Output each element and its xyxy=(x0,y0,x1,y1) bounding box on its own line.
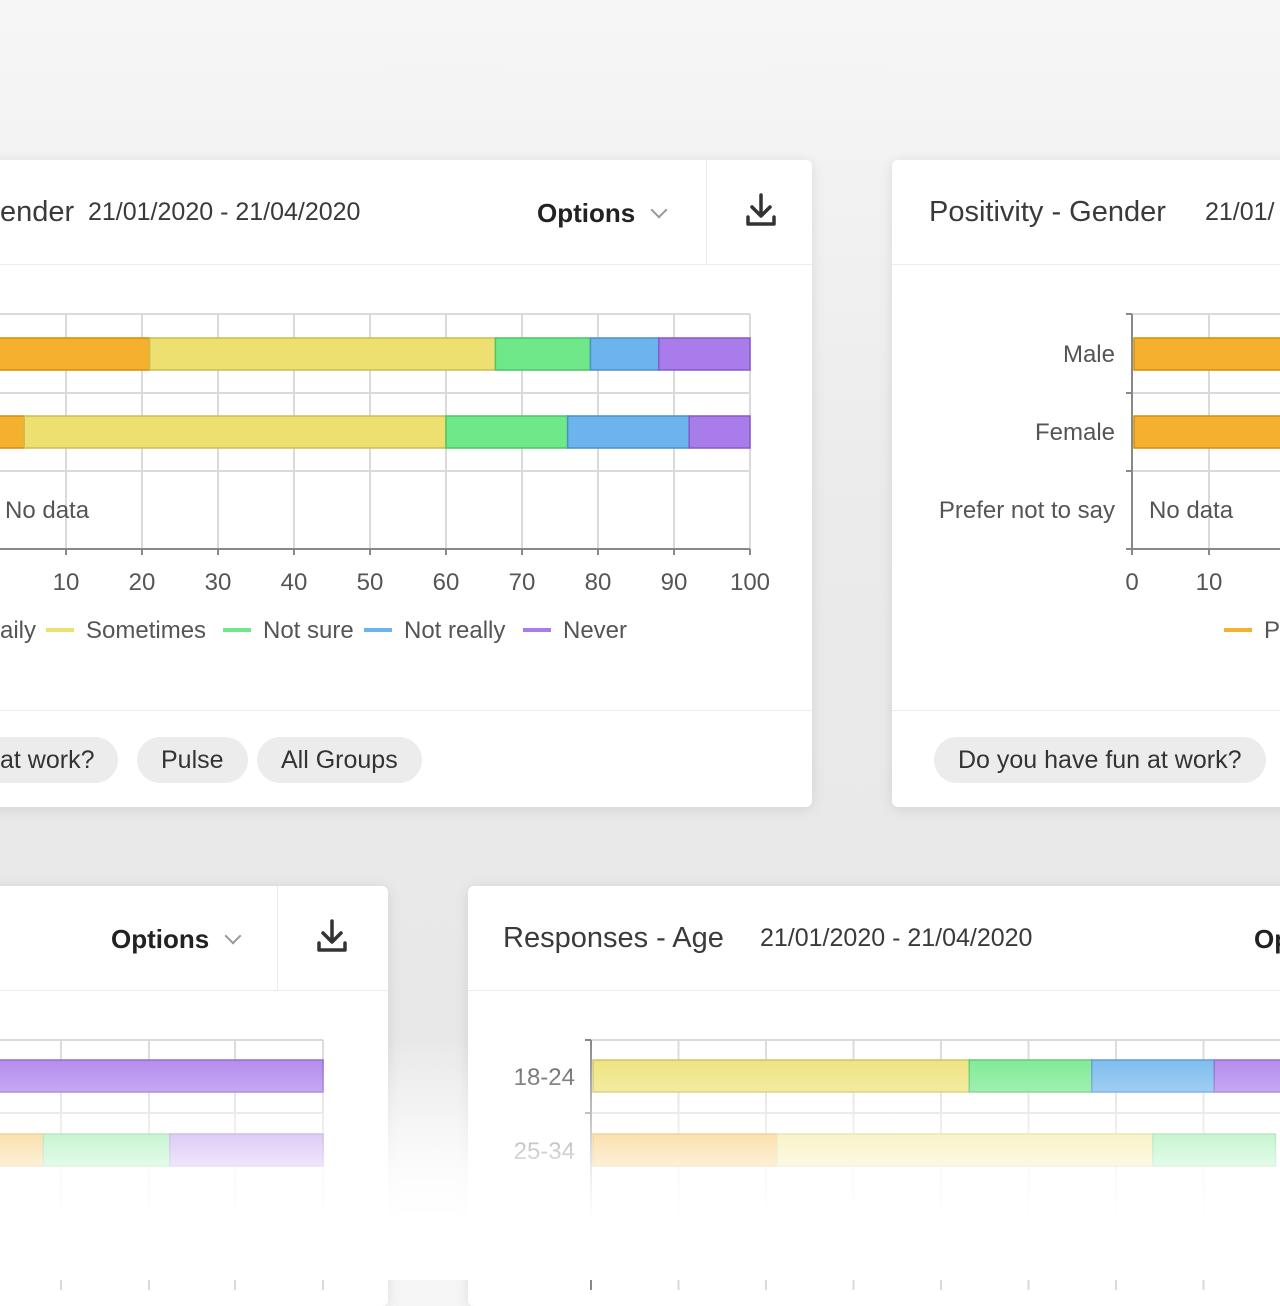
legend-label: aily xyxy=(0,617,36,644)
bottom-left-chart xyxy=(0,1039,324,1290)
legend-label: Sometimes xyxy=(86,617,206,644)
x-tick-label: 70 xyxy=(509,569,536,596)
x-tick-label: 20 xyxy=(129,569,156,596)
bar-segment xyxy=(42,1133,171,1167)
bar-segment xyxy=(169,1133,324,1167)
x-tick-label: 90 xyxy=(661,569,688,596)
bar-segment xyxy=(1152,1133,1277,1167)
download-button[interactable] xyxy=(706,160,812,264)
x-tick-label: 10 xyxy=(1196,569,1223,596)
bar xyxy=(1133,337,1280,371)
positivity-gender-card: Positivity - Gender 21/01/ Male Female Pre… xyxy=(892,160,1280,807)
bar-segment xyxy=(0,415,25,449)
bar xyxy=(1133,415,1280,449)
download-button[interactable] xyxy=(277,886,384,990)
bar-segment xyxy=(1213,1059,1280,1093)
question-chip[interactable]: at work? xyxy=(0,737,119,783)
options-label: Options xyxy=(111,924,210,954)
download-icon xyxy=(317,919,347,952)
legend-label: Not sure xyxy=(263,617,354,644)
card-header: Positivity - Gender 21/01/ xyxy=(892,160,1280,265)
bar-segment xyxy=(776,1133,1154,1167)
y-tick-label: Male xyxy=(1063,341,1115,368)
bar-segment xyxy=(592,1059,970,1093)
bar-segment xyxy=(0,337,151,371)
options-dropdown[interactable]: Options xyxy=(537,198,668,229)
pulse-chip[interactable]: Pulse xyxy=(137,737,248,783)
x-tick-label: 30 xyxy=(205,569,232,596)
x-tick-label: 10 xyxy=(53,569,80,596)
x-tick-label: 100 xyxy=(730,569,770,596)
y-tick-label: Prefer not to say xyxy=(939,497,1115,524)
no-data-label: No data xyxy=(5,497,90,524)
legend-label: Never xyxy=(563,617,627,644)
bar-segment xyxy=(494,337,592,371)
question-chip[interactable]: Do you have fun at work? xyxy=(934,737,1266,783)
legend-label: Not really xyxy=(404,617,505,644)
bar-segment xyxy=(23,415,447,449)
bar-segment xyxy=(445,415,569,449)
bar-segment xyxy=(592,1133,778,1167)
gender-responses-card: ender 21/01/2020 - 21/04/2020 Options 10… xyxy=(0,160,812,807)
y-tick-label: 25-34 xyxy=(514,1138,575,1165)
bar-segment xyxy=(148,337,497,371)
download-icon xyxy=(746,193,776,226)
gender-responses-chart: 10 20 30 40 50 60 70 80 90 100 No data aily Sometime… xyxy=(0,313,770,644)
chevron-down-icon xyxy=(224,927,242,945)
date-range: 21/01/2020 - 21/04/2020 xyxy=(760,924,1033,952)
options-label: Op xyxy=(1254,924,1280,954)
no-data-label: No data xyxy=(1149,497,1234,524)
bar-segment xyxy=(1091,1059,1215,1093)
card-header: Responses - Age 21/01/2020 - 21/04/2020 … xyxy=(468,886,1280,991)
y-tick-label: Female xyxy=(1035,419,1115,446)
responses-age-card: Responses - Age 21/01/2020 - 21/04/2020 … xyxy=(468,886,1280,1306)
responses-age-chart: 18-24 25-34 xyxy=(514,1039,1280,1290)
legend-label: P xyxy=(1264,617,1280,644)
all-groups-chip[interactable]: All Groups xyxy=(257,737,422,783)
bar-segment xyxy=(566,415,690,449)
date-range: 21/01/ xyxy=(1205,198,1275,226)
options-label: Options xyxy=(537,198,636,228)
bar-segment xyxy=(0,1059,324,1093)
card-footer: Do you have fun at work? xyxy=(892,710,1280,807)
card-title: ender xyxy=(0,196,75,228)
date-range: 21/01/2020 - 21/04/2020 xyxy=(88,198,361,226)
y-tick-label: 18-24 xyxy=(514,1064,575,1091)
card-footer: at work? Pulse All Groups xyxy=(0,710,812,807)
bar-segment xyxy=(658,337,751,371)
x-tick-label: 40 xyxy=(281,569,308,596)
card-header: ender 21/01/2020 - 21/04/2020 Options xyxy=(0,160,812,265)
bar-segment xyxy=(589,337,660,371)
bar-segment xyxy=(968,1059,1093,1093)
options-dropdown[interactable]: Options xyxy=(111,924,242,955)
bar-segment xyxy=(688,415,751,449)
bar-segment xyxy=(0,1133,45,1167)
x-tick-label: 0 xyxy=(1125,569,1138,596)
card-header: Options xyxy=(0,886,388,991)
x-tick-label: 80 xyxy=(585,569,612,596)
x-tick-label: 50 xyxy=(357,569,384,596)
chevron-down-icon xyxy=(650,201,668,219)
card-title: Responses - Age xyxy=(503,922,724,954)
x-tick-label: 60 xyxy=(433,569,460,596)
bottom-left-card: Options xyxy=(0,886,388,1306)
card-title: Positivity - Gender xyxy=(929,196,1166,228)
options-dropdown[interactable]: Op xyxy=(1254,924,1280,955)
